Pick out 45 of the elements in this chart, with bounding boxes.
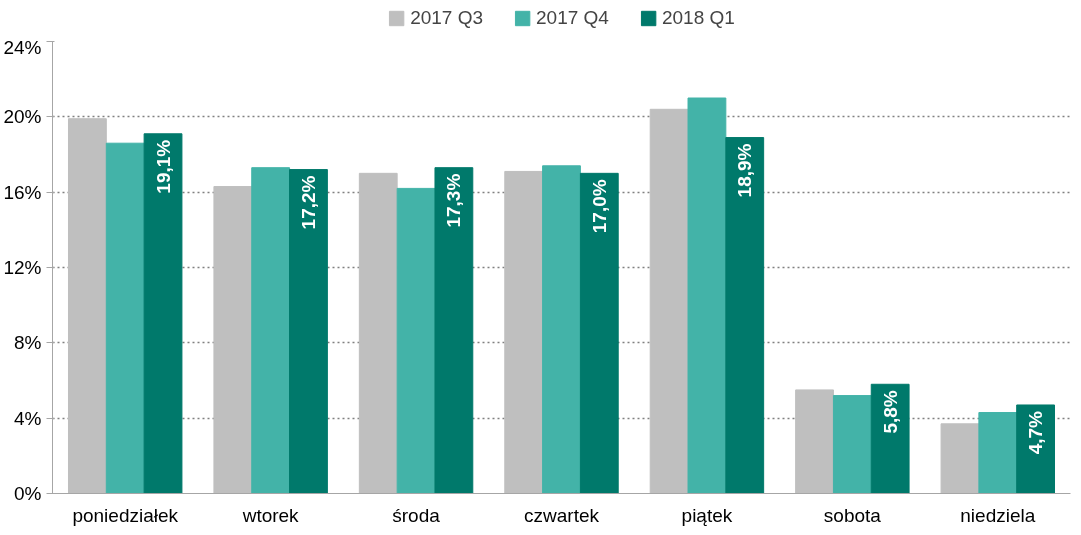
bar [579, 172, 619, 494]
x-tick-label: sobota [823, 504, 882, 526]
data-label: 18,9% [734, 143, 756, 198]
y-tick-label: 8% [14, 332, 42, 354]
bar [143, 133, 183, 494]
y-tick-label: 24% [3, 36, 42, 58]
legend-label: 2017 Q3 [410, 7, 484, 29]
bar [358, 172, 398, 494]
bar [213, 186, 253, 494]
bar [434, 167, 474, 494]
bar [832, 395, 872, 494]
data-label: 5,8% [879, 390, 901, 434]
bar [251, 167, 291, 494]
x-tick-label: piątek [681, 504, 733, 526]
bar [725, 137, 765, 494]
x-tick-label: wtorek [241, 504, 300, 526]
y-tick-label: 12% [3, 257, 42, 278]
legend-label: 2018 Q1 [661, 7, 735, 29]
x-tick-label: niedziela [960, 504, 1036, 526]
bar [396, 187, 436, 494]
bar [542, 165, 581, 494]
bar [978, 412, 1018, 494]
bar [289, 169, 328, 494]
bar [68, 118, 107, 494]
x-tick-label: czwartek [524, 504, 600, 526]
x-tick-label: poniedziałek [72, 504, 179, 526]
y-tick-label: 20% [3, 106, 42, 128]
data-label: 17,0% [588, 179, 610, 234]
bar [687, 97, 727, 494]
bar [870, 383, 910, 494]
bar [795, 389, 834, 494]
bar [105, 142, 145, 494]
legend-label: 2017 Q4 [536, 7, 609, 29]
data-label: 19,1% [152, 139, 174, 194]
bar [649, 108, 689, 494]
data-label: 17,3% [443, 173, 465, 228]
bar [1016, 404, 1055, 494]
y-tick-label: 16% [3, 181, 42, 203]
bar [504, 170, 544, 494]
y-tick-label: 4% [14, 407, 42, 429]
bar [940, 423, 980, 494]
y-tick-label: 0% [14, 483, 42, 504]
data-label: 17,2% [297, 175, 319, 230]
x-tick-label: środa [392, 504, 441, 526]
data-label: 4,7% [1025, 410, 1047, 455]
